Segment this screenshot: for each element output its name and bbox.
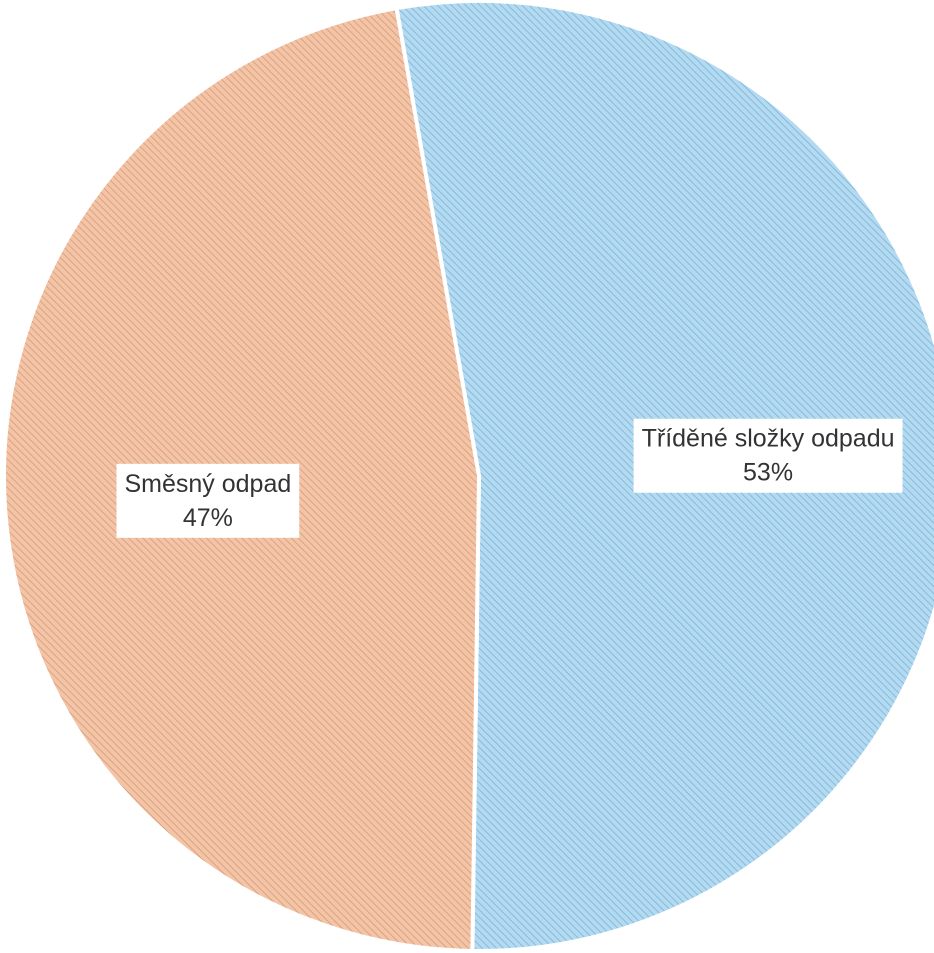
data-label-percent: 47% [183,504,233,532]
data-label-category: Směsný odpad [124,470,291,498]
data-label-0: Tříděné složky odpadu 53% [633,418,903,493]
data-label-percent: 53% [743,459,793,487]
data-label-category: Tříděné složky odpadu [642,425,895,453]
data-label-box [633,418,903,493]
data-label-box [116,463,300,538]
data-labels: Tříděné složky odpadu 53% Směsný odpad 47% [116,418,903,538]
data-label-1: Směsný odpad 47% [116,463,300,538]
